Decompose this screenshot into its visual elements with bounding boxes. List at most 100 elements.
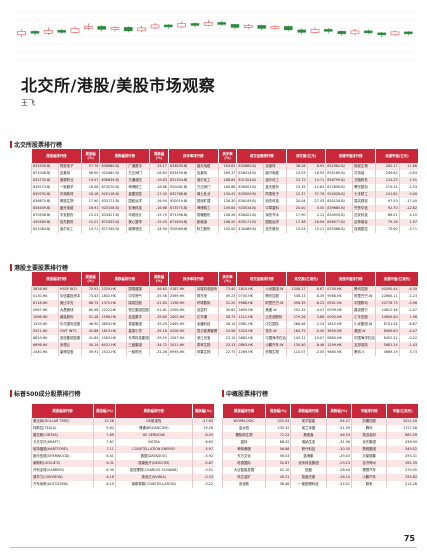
table-row: 833509.BJ 同惠电子 57.76 838680.BJ 广道数字 -33.17 834…	[31, 163, 418, 170]
table-cell: 开利全球(CARRIER)	[30, 467, 94, 474]
table-cell: 22660.11	[374, 293, 400, 300]
table-cell: -39.80	[149, 314, 169, 321]
table-cell: 832735.BJ	[31, 177, 59, 184]
table-cell: 3893.HK	[99, 321, 127, 328]
table-cell: 胖东来	[194, 293, 219, 300]
column-header: 流通市值排行榜	[325, 272, 376, 286]
table-cell: 39.91	[80, 349, 100, 356]
table-cell: 友邦保险	[352, 342, 376, 349]
table-cell: 迪尔化工	[194, 177, 219, 184]
header-row: 周涨幅排行榜 周涨幅(%) 周跌幅排行榜 周跌幅(%) 市值排行榜 市值(亿美元)	[222, 404, 418, 418]
table-row: 2440.HK 康博控股 39.91 2522.HK 一脉阳光 -31.26 6995.HK…	[31, 349, 418, 356]
table-cell: 16.92	[306, 170, 326, 177]
table-cell: 迪尔化工	[57, 226, 82, 233]
table-cell: 大业智能发展	[222, 467, 266, 474]
table-cell: 40.14	[80, 342, 100, 349]
column-header: 周涨幅排行榜	[222, 404, 266, 418]
table-cell: 36.28	[286, 163, 308, 170]
table-cell: 腾讯控股	[352, 286, 376, 293]
column-header: 流通市值(亿元)	[374, 149, 418, 163]
table-cell: 49.23	[217, 293, 237, 300]
table-cell: 美团-W	[263, 307, 287, 314]
table-cell: 中国海洋石油	[263, 335, 287, 342]
section-label: 港股主要股票排行榜	[14, 265, 69, 272]
table-cell: 星易小贷	[126, 328, 150, 335]
table-cell: 143.31	[286, 335, 308, 342]
table-row: 839792.BJ 东和新材 18.18 920116.BJ 星图测控 -17.43 832…	[31, 191, 418, 198]
table-cell: 835368.BJ	[325, 226, 353, 233]
table-cell: 普拉斯(CINTAS)	[30, 432, 94, 439]
table-cell: 0939.HK	[325, 307, 353, 314]
table-cell: 73.40	[217, 286, 237, 293]
table-cell: 836839.BJ	[99, 177, 127, 184]
table-cell: 乐氏国际控股	[57, 321, 82, 328]
candle-body	[310, 29, 320, 33]
table-cell: -6.39	[398, 286, 418, 293]
table-cell: 0206.HK	[167, 328, 196, 335]
table-cell: 1057.HK	[167, 335, 196, 342]
table-cell: -34.72	[149, 342, 169, 349]
table-cell: 英伟达(NVIDIA)	[114, 474, 193, 481]
table-cell: 23.35	[286, 184, 308, 191]
table-cell: 蓝海集	[290, 453, 327, 460]
table-cell: 1727.08	[386, 425, 418, 432]
table-cell: -6.63	[191, 439, 214, 446]
table-cell: 23.13	[217, 342, 237, 349]
table-cell: 15.23	[80, 212, 100, 219]
table-cell: 873570.BJ	[99, 184, 127, 191]
table-cell: 小米集团-W	[352, 321, 376, 328]
table-cell: 金太阳	[222, 425, 266, 432]
table-cell: 佳先股份	[57, 219, 82, 226]
table-cell: 832982.BJ	[325, 163, 353, 170]
table-cell: 旭杰科技	[263, 198, 287, 205]
table-cell: -31.26	[149, 349, 169, 356]
table-cell: 832786.BJ	[167, 191, 196, 198]
table-cell: -5.87	[191, 460, 214, 467]
table-cell: 国航远洋	[126, 198, 150, 205]
table-cell: 14.71	[80, 226, 100, 233]
table-cell: 美元树(DOLLAR TREE)	[30, 418, 94, 425]
table-cell: 优米科技集团	[290, 460, 327, 467]
candle-body	[57, 30, 66, 33]
table-cell: 0941.HK	[325, 300, 353, 307]
table-cell: 1.91	[398, 177, 418, 184]
table-cell: 科力股份	[194, 226, 219, 233]
table-cell: 60.48	[80, 307, 100, 314]
table-cell: 6829.HK	[31, 335, 59, 342]
table-cell: -19.83	[149, 177, 169, 184]
table-cell: 9988.HK	[236, 300, 264, 307]
table-cell: GE VERNOVA	[114, 432, 193, 439]
table-cell: 0863.HK	[236, 342, 264, 349]
table-cell: 小鹏汽车	[350, 474, 387, 481]
table-row: 特斯拉(TESLA) 9.82 博通(BROADCOM) -19.26	[30, 425, 214, 432]
table-row: 834639.BJ 晨光电缆 16.91 920108.BJ 宏海科技 -16.68 873…	[31, 205, 418, 212]
table-cell: 833499.BJ	[167, 170, 196, 177]
table-cell: 0005.HK	[325, 314, 353, 321]
table-cell: 106.20	[217, 219, 237, 226]
table-cell: 2556.HK	[167, 307, 196, 314]
table-cell: 37.76	[306, 191, 326, 198]
table-cell: 830134.BJ	[325, 198, 353, 205]
column-header: 换手率(%)	[217, 272, 237, 286]
table-cell: 262.17	[374, 163, 400, 170]
column-header: 周跌幅(%)	[149, 149, 169, 163]
table-cell: 18.18	[80, 191, 100, 198]
table-cell: 16.91	[80, 205, 100, 212]
table-cell: 泰林生物	[194, 342, 219, 349]
table-header: 周涨幅排行榜 周涨幅(%) 周跌幅排行榜 周跌幅(%) 市值排行榜 市值(亿美元)	[222, 404, 418, 418]
candle-body	[150, 24, 160, 29]
table-row: 荣辉美服 56.86 职代科技 -30.35 携程集团 349.52	[222, 446, 418, 453]
table-row: 莱斯利(LESLIE'S) 6.31 德康医疗(DEXCOM) -5.87	[30, 460, 214, 467]
table-cell: 华维设计	[126, 212, 150, 219]
table-cell: 833427.BJ	[99, 212, 127, 219]
candlestick-svg	[15, 11, 415, 61]
candle-body	[404, 31, 413, 35]
table-row: 卡夫亨氏(KRAFT) 7.87 VISTRA -6.63	[30, 439, 214, 446]
table-cell: 阿里巴巴-W	[263, 300, 287, 307]
table-cell: 6.41	[93, 453, 116, 460]
table-cell: 6431.HK	[99, 342, 127, 349]
table-row: 839273.BJ 一致魔芋 18.46 873570.BJ 坤博精工 -18.66 920…	[31, 184, 418, 191]
table-cell: -4.47	[306, 307, 326, 314]
candle-body	[324, 29, 333, 32]
table-cell: 汽车地带(AUTOZONE)	[30, 481, 94, 488]
